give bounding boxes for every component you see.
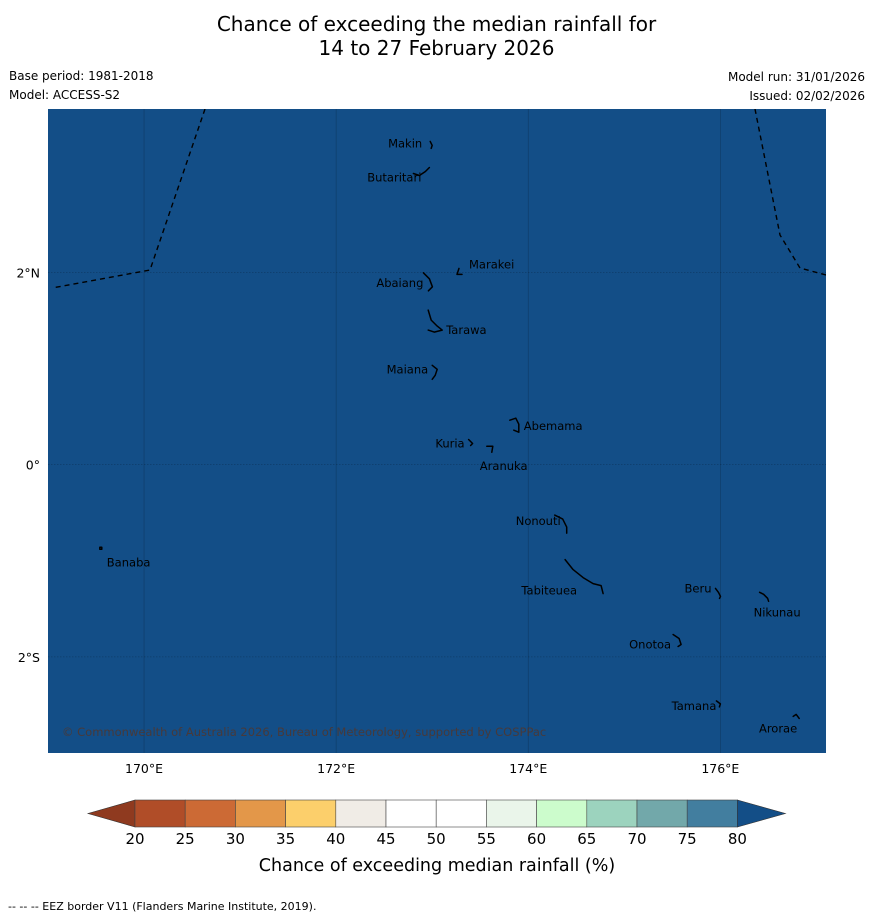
title-line-1: Chance of exceeding the median rainfall …: [216, 12, 657, 36]
label-marakei: Marakei: [469, 257, 514, 271]
eez-west-line: [51, 109, 206, 289]
x-tick-176: 176°E: [701, 761, 739, 776]
colorbar-tick-35: 35: [276, 830, 295, 848]
island-beru: [714, 587, 722, 600]
island-arorae: [792, 713, 800, 720]
colorbar-tick-30: 30: [226, 830, 245, 848]
island-butaritari: [412, 166, 431, 177]
x-tick-172: 172°E: [317, 761, 355, 776]
island-maiana: [431, 364, 438, 381]
model-name: Model: ACCESS-S2: [9, 88, 121, 102]
colorbar-tick-65: 65: [577, 830, 596, 848]
label-banaba: Banaba: [107, 555, 151, 569]
colorbar-tick-55: 55: [477, 830, 496, 848]
label-maiana: Maiana: [387, 362, 429, 376]
island-aranuka: [486, 445, 494, 453]
x-tick-174: 174°E: [509, 761, 547, 776]
island-abemama: [509, 417, 520, 433]
island-tabiteuea: [564, 558, 604, 595]
island-tarawa: [427, 309, 443, 333]
island-makin: [429, 140, 433, 150]
label-nikunau: Nikunau: [754, 605, 801, 619]
colorbar-extend-high: [737, 799, 787, 828]
label-beru: Beru: [685, 581, 712, 595]
colorbar-swatch-75-80: [686, 799, 738, 828]
label-abaiang: Abaiang: [376, 276, 423, 290]
title-line-2: 14 to 27 February 2026: [318, 36, 555, 60]
colorbar-tick-45: 45: [376, 830, 395, 848]
label-kuria: Kuria: [435, 437, 464, 451]
colorbar-swatch-65-70: [586, 799, 638, 828]
colorbar-swatch-70-75: [636, 799, 688, 828]
colorbar-label: Chance of exceeding median rainfall (%): [259, 856, 615, 876]
band-above-80: [48, 109, 826, 753]
y-tick-0: 0°: [26, 458, 40, 473]
colorbar-tick-70: 70: [627, 830, 646, 848]
colorbar-swatch-25-30: [184, 799, 236, 828]
colorbar-swatch-20-25: [134, 799, 186, 828]
colorbar-tick-20: 20: [125, 830, 144, 848]
x-tick-170: 170°E: [125, 761, 163, 776]
model-run: Model run: 31/01/2026: [727, 70, 865, 84]
colorbar: 20 25 30 35 40 45 50 55 60 65 70 75 80: [86, 799, 787, 848]
island-kuria: [467, 438, 474, 447]
island-onotoa: [672, 633, 682, 648]
label-aranuka: Aranuka: [480, 459, 528, 473]
label-tamana: Tamana: [671, 699, 717, 713]
copyright-text: © Commonwealth of Australia 2026, Bureau…: [62, 725, 546, 739]
colorbar-tick-80: 80: [728, 830, 747, 848]
label-tabiteuea: Tabiteuea: [520, 584, 577, 598]
island-nikunau: [758, 591, 770, 603]
grid-lines: [48, 109, 826, 753]
island-nonouti: [553, 514, 568, 534]
colorbar-extend-low: [86, 799, 136, 828]
label-onotoa: Onotoa: [629, 638, 671, 652]
colorbar-swatch-30-35: [235, 799, 286, 828]
colorbar-swatch-50-55: [435, 799, 487, 828]
island-tamana: [715, 700, 722, 708]
colorbar-tick-25: 25: [176, 830, 195, 848]
x-axis-ticks: 170°E 172°E 174°E 176°E: [125, 761, 739, 776]
colorbar-swatch-45-50: [385, 799, 437, 828]
label-nonouti: Nonouti: [516, 514, 561, 528]
label-abemama: Abemama: [524, 419, 583, 433]
island-marakei: [456, 267, 463, 276]
label-tarawa: Tarawa: [445, 323, 486, 337]
colorbar-tick-60: 60: [527, 830, 546, 848]
eez-footnote: -- -- -- EEZ border V11 (Flanders Marine…: [8, 900, 317, 913]
label-butaritari: Butaritari: [367, 171, 421, 185]
colorbar-swatch-35-40: [285, 799, 337, 828]
eez-east-line: [754, 109, 826, 276]
island-banaba: [99, 546, 103, 551]
colorbar-tick-75: 75: [678, 830, 697, 848]
y-tick-2: 2°N: [16, 265, 40, 280]
y-tick-m2: 2°S: [18, 650, 40, 665]
colorbar-swatch-60-65: [536, 799, 588, 828]
colorbar-tick-50: 50: [427, 830, 446, 848]
issued-date: Issued: 02/02/2026: [749, 89, 865, 103]
island-abaiang: [422, 272, 434, 292]
base-period: Base period: 1981-2018: [9, 69, 154, 83]
y-axis-ticks: 2°N 0° 2°S: [16, 265, 40, 664]
chart-title: Chance of exceeding the median rainfall …: [0, 12, 873, 60]
colorbar-swatch-40-45: [335, 799, 387, 828]
contour-bands: [48, 109, 826, 753]
islands: Makin Butaritari Marakei Abaiang Tarawa Maian…: [99, 136, 801, 735]
eez-border: [51, 109, 826, 289]
colorbar-tick-40: 40: [326, 830, 345, 848]
label-arorae: Arorae: [759, 721, 797, 735]
label-makin: Makin: [388, 136, 422, 150]
colorbar-swatch-55-60: [486, 799, 537, 828]
